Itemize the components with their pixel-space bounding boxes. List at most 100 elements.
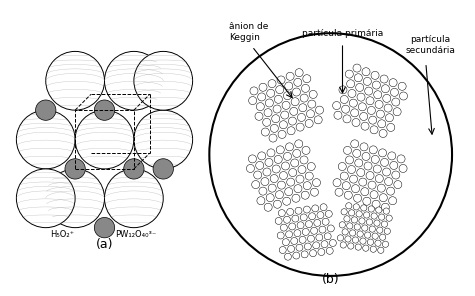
Circle shape	[373, 165, 381, 173]
Circle shape	[274, 155, 282, 163]
Circle shape	[276, 146, 284, 154]
Circle shape	[347, 223, 353, 229]
Circle shape	[295, 140, 303, 148]
Circle shape	[288, 117, 296, 125]
Circle shape	[276, 191, 284, 199]
Circle shape	[293, 252, 300, 259]
Circle shape	[309, 90, 317, 99]
Circle shape	[321, 241, 328, 248]
Circle shape	[326, 247, 333, 254]
Circle shape	[343, 115, 351, 123]
Circle shape	[350, 175, 358, 183]
Circle shape	[390, 161, 398, 170]
Circle shape	[392, 171, 400, 179]
Circle shape	[261, 178, 269, 186]
Circle shape	[394, 181, 402, 189]
Circle shape	[366, 172, 374, 180]
Circle shape	[16, 169, 75, 228]
Circle shape	[314, 219, 321, 226]
Circle shape	[285, 231, 293, 238]
Circle shape	[374, 91, 382, 99]
Circle shape	[257, 197, 265, 205]
Circle shape	[357, 231, 363, 237]
Circle shape	[259, 187, 267, 195]
Circle shape	[310, 250, 316, 257]
Circle shape	[295, 69, 303, 77]
Circle shape	[370, 126, 378, 134]
Circle shape	[275, 218, 282, 224]
Circle shape	[379, 129, 387, 137]
Circle shape	[332, 102, 341, 110]
Circle shape	[361, 122, 369, 130]
Circle shape	[380, 234, 386, 240]
Circle shape	[341, 209, 347, 215]
Circle shape	[333, 178, 341, 187]
Circle shape	[385, 178, 393, 186]
Circle shape	[307, 235, 314, 242]
Circle shape	[361, 188, 369, 196]
Circle shape	[372, 233, 378, 239]
Circle shape	[363, 245, 369, 251]
Circle shape	[317, 212, 324, 218]
Circle shape	[339, 86, 347, 94]
Circle shape	[363, 197, 371, 205]
Circle shape	[369, 146, 377, 154]
Circle shape	[153, 159, 173, 179]
Circle shape	[377, 184, 385, 192]
Circle shape	[369, 116, 377, 124]
Circle shape	[36, 100, 56, 120]
Circle shape	[398, 82, 406, 90]
Circle shape	[285, 253, 291, 260]
Circle shape	[302, 147, 310, 155]
Circle shape	[348, 243, 354, 249]
Text: H₅O₂⁺: H₅O₂⁺	[50, 230, 74, 239]
Circle shape	[268, 184, 276, 192]
Circle shape	[353, 204, 360, 210]
Circle shape	[256, 103, 265, 111]
Circle shape	[378, 247, 384, 253]
Circle shape	[299, 104, 307, 112]
Circle shape	[285, 143, 294, 151]
Circle shape	[338, 163, 346, 170]
Circle shape	[295, 207, 302, 214]
Circle shape	[287, 245, 294, 252]
Circle shape	[369, 226, 375, 232]
Circle shape	[269, 134, 277, 142]
Circle shape	[16, 110, 75, 169]
Circle shape	[278, 131, 286, 139]
Circle shape	[300, 214, 307, 221]
Circle shape	[356, 83, 364, 91]
Circle shape	[351, 109, 359, 117]
Circle shape	[380, 75, 388, 83]
Circle shape	[364, 232, 371, 238]
Circle shape	[292, 194, 300, 202]
Circle shape	[284, 152, 292, 160]
Circle shape	[371, 155, 380, 163]
Circle shape	[291, 159, 299, 167]
Circle shape	[370, 191, 378, 199]
Circle shape	[302, 229, 309, 235]
Circle shape	[266, 194, 274, 202]
Circle shape	[293, 88, 301, 96]
Circle shape	[367, 107, 375, 115]
Circle shape	[279, 247, 286, 253]
Circle shape	[303, 182, 311, 190]
Circle shape	[339, 222, 345, 228]
Circle shape	[314, 116, 322, 124]
Circle shape	[362, 152, 370, 160]
Circle shape	[335, 188, 343, 196]
Circle shape	[266, 89, 275, 97]
Text: (a): (a)	[96, 237, 113, 250]
Circle shape	[399, 92, 408, 100]
Circle shape	[354, 224, 361, 230]
Circle shape	[294, 230, 301, 237]
Circle shape	[285, 82, 293, 90]
Circle shape	[311, 188, 319, 196]
Bar	[75, 110, 134, 169]
Circle shape	[282, 101, 290, 110]
Circle shape	[393, 108, 401, 116]
Circle shape	[264, 203, 272, 211]
Circle shape	[298, 165, 306, 173]
Circle shape	[286, 72, 294, 80]
Circle shape	[357, 168, 365, 176]
